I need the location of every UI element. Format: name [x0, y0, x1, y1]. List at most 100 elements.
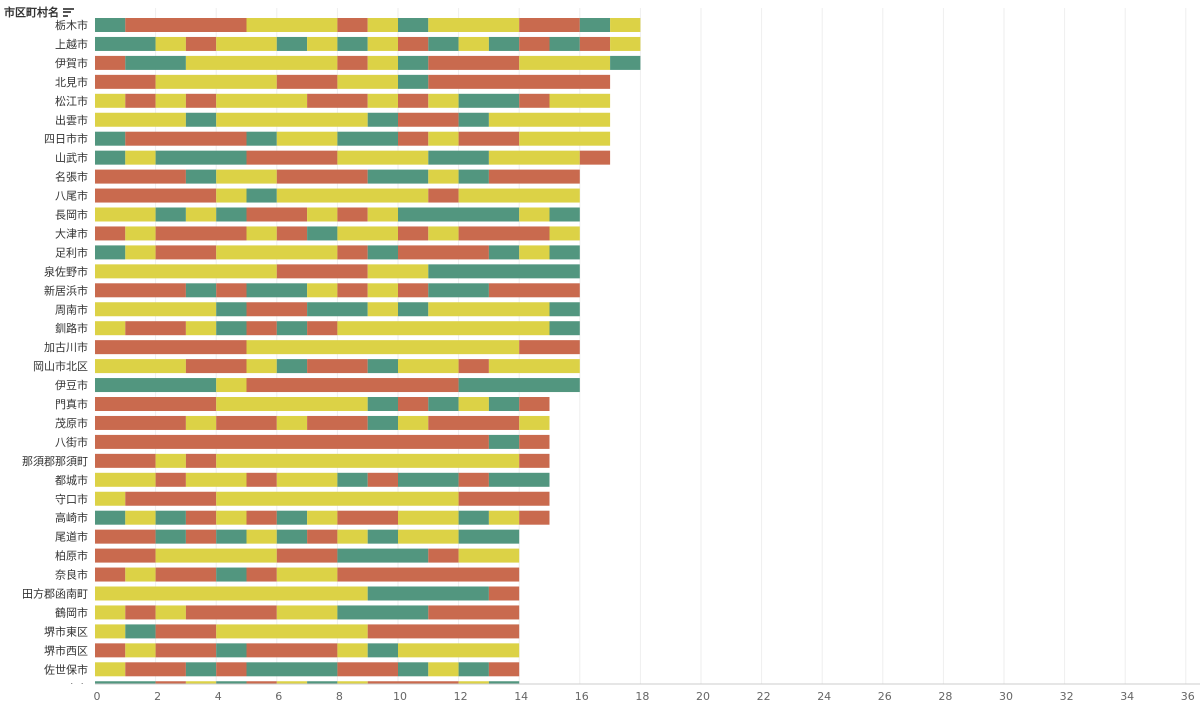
bar-segment[interactable] — [549, 302, 580, 317]
bar-segment[interactable] — [185, 415, 217, 430]
bar-segment[interactable] — [276, 74, 338, 89]
bar-segment[interactable] — [95, 453, 156, 468]
bar-segment[interactable] — [185, 605, 277, 620]
bar-segment[interactable] — [95, 605, 126, 620]
bar-segment[interactable] — [95, 188, 217, 203]
bar-segment[interactable] — [95, 624, 126, 639]
bar-segment[interactable] — [519, 207, 550, 222]
bar-segment[interactable] — [185, 359, 247, 374]
bar-segment[interactable] — [246, 567, 277, 582]
bar-segment[interactable] — [276, 529, 308, 544]
bar-segment[interactable] — [458, 188, 580, 203]
bar-segment[interactable] — [398, 415, 429, 430]
bar-segment[interactable] — [398, 472, 459, 487]
bar-segment[interactable] — [488, 472, 550, 487]
bar-segment[interactable] — [458, 548, 520, 563]
bar-segment[interactable] — [95, 586, 368, 601]
bar-segment[interactable] — [519, 397, 550, 411]
bar-segment[interactable] — [458, 397, 489, 411]
bar-segment[interactable] — [185, 207, 217, 222]
bar-segment[interactable] — [155, 453, 186, 468]
bar-segment[interactable] — [367, 245, 398, 260]
bar-segment[interactable] — [337, 55, 368, 70]
bar-segment[interactable] — [276, 605, 338, 620]
bar-segment[interactable] — [246, 207, 308, 222]
bar-segment[interactable] — [155, 605, 186, 620]
bar-segment[interactable] — [246, 681, 277, 695]
bar-segment[interactable] — [579, 18, 611, 32]
bar-segment[interactable] — [549, 207, 580, 222]
bar-segment[interactable] — [488, 434, 520, 449]
bar-segment[interactable] — [367, 112, 398, 127]
bar-segment[interactable] — [125, 605, 156, 620]
bar-segment[interactable] — [337, 605, 429, 620]
bar-segment[interactable] — [216, 378, 247, 393]
bar-segment[interactable] — [95, 321, 126, 336]
bar-segment[interactable] — [337, 207, 368, 222]
bar-segment[interactable] — [276, 472, 338, 487]
bar-segment[interactable] — [488, 283, 580, 298]
bar-segment[interactable] — [458, 359, 489, 374]
bar-segment[interactable] — [95, 169, 186, 184]
bar-segment[interactable] — [216, 321, 247, 336]
bar-segment[interactable] — [95, 36, 156, 51]
bar-segment[interactable] — [216, 93, 308, 108]
bar-segment[interactable] — [125, 55, 186, 70]
bar-segment[interactable] — [307, 415, 368, 430]
bar-segment[interactable] — [458, 378, 580, 393]
bar-segment[interactable] — [276, 188, 429, 203]
bar-segment[interactable] — [95, 340, 247, 355]
bar-segment[interactable] — [95, 567, 126, 582]
bar-segment[interactable] — [185, 510, 217, 525]
bar-segment[interactable] — [155, 150, 247, 165]
bar-segment[interactable] — [458, 681, 489, 695]
bar-segment[interactable] — [125, 150, 156, 165]
bar-segment[interactable] — [95, 131, 126, 146]
bar-segment[interactable] — [307, 207, 338, 222]
bar-segment[interactable] — [155, 93, 186, 108]
bar-segment[interactable] — [428, 226, 459, 241]
bar-segment[interactable] — [519, 415, 550, 430]
bar-segment[interactable] — [155, 643, 217, 658]
bar-segment[interactable] — [519, 93, 550, 108]
bar-segment[interactable] — [398, 36, 429, 51]
bar-segment[interactable] — [337, 529, 368, 544]
bar-segment[interactable] — [519, 55, 611, 70]
sort-descending-icon[interactable] — [63, 7, 74, 17]
bar-segment[interactable] — [185, 472, 247, 487]
bar-segment[interactable] — [337, 472, 368, 487]
bar-segment[interactable] — [307, 510, 338, 525]
bar-segment[interactable] — [367, 55, 398, 70]
bar-segment[interactable] — [337, 548, 429, 563]
bar-segment[interactable] — [125, 624, 156, 639]
bar-segment[interactable] — [95, 397, 217, 411]
bar-segment[interactable] — [398, 245, 489, 260]
bar-segment[interactable] — [398, 207, 520, 222]
bar-segment[interactable] — [216, 662, 247, 677]
bar-segment[interactable] — [216, 397, 368, 411]
bar-segment[interactable] — [307, 681, 338, 695]
bar-segment[interactable] — [428, 302, 550, 317]
bar-segment[interactable] — [95, 491, 126, 506]
bar-segment[interactable] — [95, 415, 186, 430]
bar-segment[interactable] — [367, 207, 398, 222]
bar-segment[interactable] — [95, 434, 489, 449]
bar-segment[interactable] — [519, 340, 580, 355]
bar-segment[interactable] — [185, 662, 217, 677]
bar-segment[interactable] — [488, 586, 520, 601]
bar-segment[interactable] — [155, 472, 186, 487]
bar-segment[interactable] — [216, 415, 277, 430]
bar-segment[interactable] — [458, 112, 489, 127]
bar-segment[interactable] — [216, 207, 247, 222]
bar-segment[interactable] — [276, 169, 368, 184]
bar-segment[interactable] — [307, 283, 338, 298]
bar-segment[interactable] — [398, 131, 429, 146]
bar-segment[interactable] — [398, 510, 459, 525]
bar-segment[interactable] — [276, 567, 338, 582]
bar-segment[interactable] — [428, 415, 520, 430]
bar-segment[interactable] — [125, 491, 217, 506]
bar-segment[interactable] — [579, 150, 611, 165]
bar-segment[interactable] — [185, 93, 217, 108]
bar-segment[interactable] — [276, 264, 368, 279]
bar-segment[interactable] — [95, 681, 156, 695]
